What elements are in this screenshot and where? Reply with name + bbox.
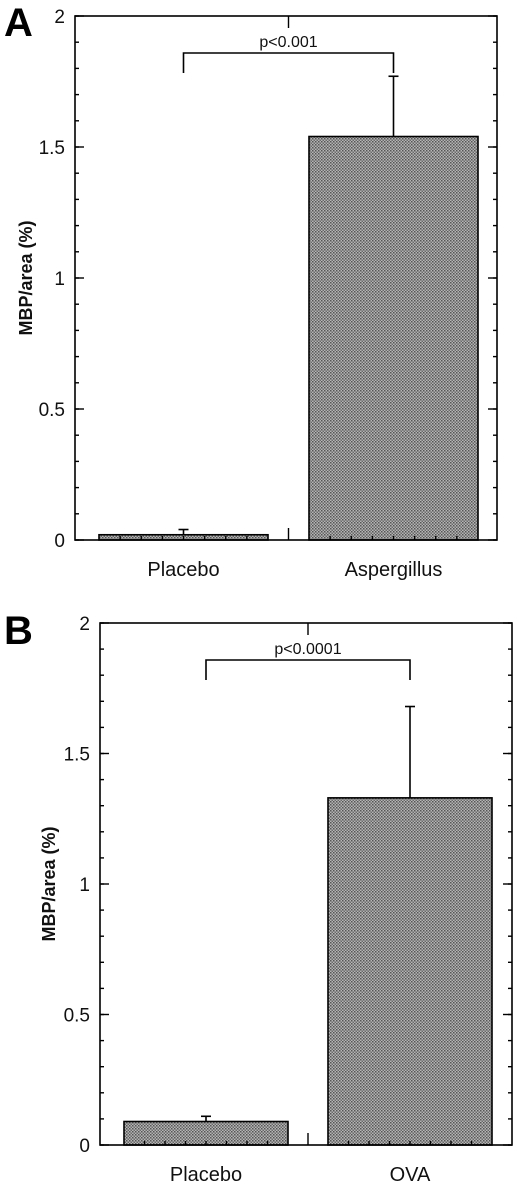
y-tick-label: 1.5 [64, 745, 90, 766]
x-tick-label-ova: OVA [390, 1164, 431, 1185]
y-tick-label: 1.5 [39, 138, 65, 159]
y-tick-label: 0 [79, 1136, 90, 1157]
chart-panel-b: B 0 0.5 1 1.5 2 Placebo OVA MBP/area (%) p<0.0001 [4, 609, 513, 1185]
bar-ova [327, 797, 493, 1146]
p-value-annotation: p<0.001 [259, 34, 317, 51]
significance-bracket [182, 52, 395, 73]
y-tick-label: 0 [54, 531, 65, 552]
p-value-annotation: p<0.0001 [274, 641, 341, 658]
y-axis-title: MBP/area (%) [39, 826, 59, 941]
chart-panel-a: A 0 0.5 1 1.5 2 Placebo Aspergillus MBP/area (%)… [4, 1, 498, 581]
panel-letter: B [4, 609, 33, 653]
x-tick-label-placebo: Placebo [147, 559, 219, 581]
y-axis-title: MBP/area (%) [16, 220, 36, 335]
y-tick-label: 0.5 [39, 400, 65, 421]
bar-aspergillus [308, 135, 479, 541]
y-tick-label: 0.5 [64, 1006, 90, 1027]
significance-bracket [205, 659, 411, 680]
y-tick-label: 1 [54, 269, 65, 290]
x-tick-label-aspergillus: Aspergillus [345, 559, 443, 581]
panel-letter: A [4, 1, 33, 45]
x-tick-label-placebo: Placebo [170, 1164, 242, 1185]
y-tick-label: 1 [79, 875, 90, 896]
y-tick-label: 2 [79, 614, 90, 635]
y-tick-label: 2 [54, 7, 65, 28]
